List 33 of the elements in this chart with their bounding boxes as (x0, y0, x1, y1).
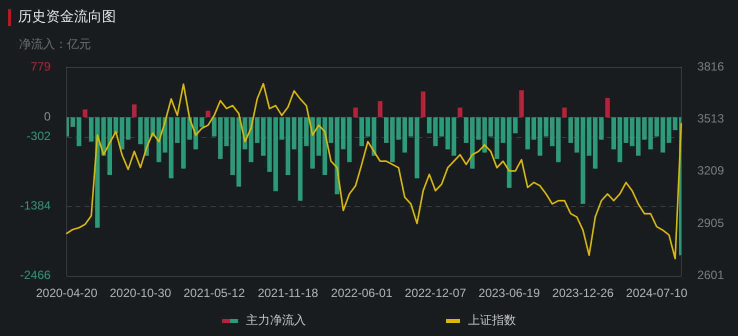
x-tick-label: 2023-12-26 (552, 286, 614, 300)
y-tick-label: 779 (30, 60, 52, 74)
y2-tick-label: 2601 (697, 268, 724, 282)
x-tick-label: 2022-06-01 (331, 286, 393, 300)
bar (458, 108, 462, 118)
x-tick-label: 2021-11-18 (258, 286, 319, 300)
y2-tick-label: 3209 (697, 164, 724, 178)
bar (562, 108, 567, 118)
bar (82, 110, 88, 118)
y2-tick-label: 3816 (697, 60, 724, 74)
x-tick-label: 2021-05-12 (184, 286, 246, 300)
y-axis-title: 净流入：亿元 (19, 36, 91, 53)
bar (378, 101, 382, 118)
x-tick-label: 2020-10-30 (110, 286, 172, 300)
chart-title: 历史资金流向图 (18, 8, 116, 26)
legend-label: 主力净流入 (246, 312, 306, 329)
y-tick-label: -302 (26, 128, 52, 143)
y-tick-label: 0 (44, 110, 52, 124)
y-tick-label: -1384 (20, 198, 52, 212)
x-tick-label: 2020-04-20 (36, 286, 98, 300)
x-tick-label: 2024-07-10 (626, 286, 688, 300)
bar (206, 110, 210, 118)
y-tick-label: -2466 (20, 268, 52, 282)
y2-tick-label: 3513 (697, 111, 724, 126)
x-tick-label: 2023-06-19 (478, 286, 540, 300)
legend-label: 上证指数 (468, 312, 516, 329)
y2-tick-label: 2905 (697, 216, 724, 230)
bar (420, 92, 426, 118)
x-tick-label: 2022-12-07 (404, 286, 466, 300)
bar (353, 108, 358, 118)
bar (605, 98, 610, 118)
bar (519, 90, 524, 118)
bar (132, 104, 137, 118)
